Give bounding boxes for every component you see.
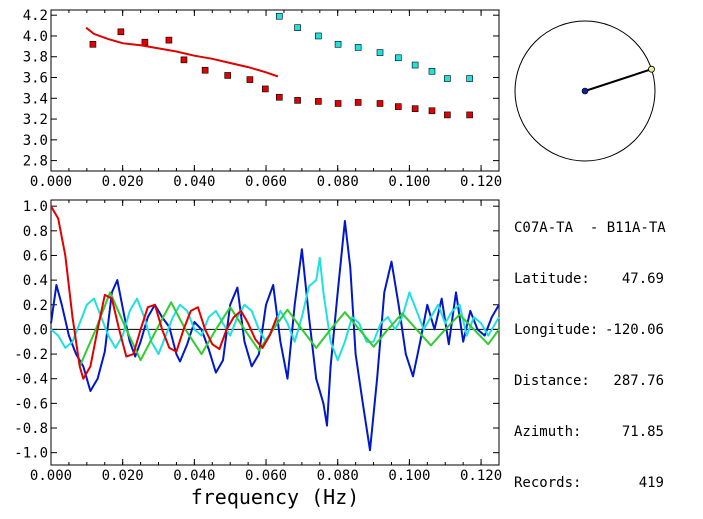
blue-correlation-curve <box>50 220 500 452</box>
x-axis-label: frequency (Hz) <box>191 485 360 509</box>
red-velocity-point <box>354 99 362 106</box>
red-velocity-point <box>394 103 402 110</box>
cyan-velocity-point <box>276 12 283 20</box>
station-info: C07A-TA - B11A-TA Latitude: 47.69 Longit… <box>514 186 666 509</box>
station-pair: C07A-TA - B11A-TA <box>514 220 666 236</box>
x-tick-label: 0.080 <box>317 468 359 484</box>
red-velocity-point <box>246 76 254 83</box>
y-tick-label: 3.0 <box>23 133 48 149</box>
cyan-velocity-point <box>411 61 419 69</box>
red-velocity-point <box>334 100 342 107</box>
x-tick-label: 0.000 <box>30 468 72 484</box>
x-tick-label: 0.020 <box>102 468 144 484</box>
x-tick-label: 0.100 <box>388 174 430 190</box>
red-velocity-point <box>224 72 231 79</box>
plot-frame <box>50 9 500 172</box>
cyan-velocity-point <box>315 32 322 40</box>
info-value: 419 <box>638 475 664 491</box>
y-tick-label: 0.6 <box>23 248 48 264</box>
info-label: Records: <box>514 475 582 491</box>
y-tick-label: 1.0 <box>23 199 48 215</box>
x-tick-label: 0.120 <box>460 174 502 190</box>
y-tick-label: 0.2 <box>23 298 48 314</box>
y-tick-label: 3.8 <box>23 50 48 66</box>
info-row-azimuth: Azimuth: 71.85 <box>514 424 664 441</box>
cyan-velocity-point <box>354 44 362 51</box>
x-tick-label: 0.120 <box>460 468 502 484</box>
red-velocity-point <box>315 98 322 105</box>
azimuth-needle <box>584 68 652 92</box>
red-velocity-point <box>276 93 283 101</box>
azimuth-dial <box>514 20 656 162</box>
cyan-velocity-point <box>334 40 342 48</box>
cyan-velocity-point <box>428 67 436 75</box>
y-tick-label: 0.4 <box>23 273 48 289</box>
y-tick-label: 0.0 <box>23 322 48 338</box>
cyan-velocity-point <box>466 75 473 82</box>
x-tick-label: 0.000 <box>30 174 72 190</box>
red-velocity-point <box>89 40 97 48</box>
y-tick-label: -0.8 <box>14 421 48 437</box>
red-velocity-point <box>141 38 149 46</box>
station-b-dot <box>648 65 655 73</box>
red-velocity-point <box>466 111 473 119</box>
y-tick-label: -0.2 <box>14 347 48 363</box>
red-velocity-point <box>294 97 301 104</box>
red-velocity-point <box>180 56 188 64</box>
info-value: 71.85 <box>621 424 664 440</box>
x-tick-label: 0.040 <box>173 174 215 190</box>
cyan-velocity-point <box>294 24 301 31</box>
red-correlation-curve <box>50 205 278 380</box>
info-row-longitude: Longitude: -120.06 <box>514 322 664 339</box>
y-tick-label: -1.0 <box>14 446 48 462</box>
red-velocity-point <box>411 105 419 112</box>
y-tick-label: 3.6 <box>23 71 48 87</box>
info-value: 47.69 <box>621 271 664 287</box>
x-tick-label: 0.020 <box>102 174 144 190</box>
info-row-latitude: Latitude: 47.69 <box>514 271 664 288</box>
y-tick-label: 4.0 <box>23 29 48 45</box>
y-tick-label: 4.2 <box>23 8 48 24</box>
red-velocity-point <box>117 28 125 36</box>
green-correlation-curve <box>78 291 500 367</box>
y-tick-label: -0.4 <box>14 372 48 388</box>
plot-frame <box>50 199 500 466</box>
info-value: -120.06 <box>604 322 664 338</box>
red-velocity-point <box>444 111 451 119</box>
cyan-correlation-curve <box>50 256 500 362</box>
y-tick-label: 3.4 <box>23 91 48 107</box>
red-dispersion-curve <box>85 26 279 78</box>
x-tick-label: 0.040 <box>173 468 215 484</box>
red-velocity-point <box>376 100 384 107</box>
info-row-records: Records: 419 <box>514 475 664 492</box>
y-tick-label: 2.8 <box>23 154 48 170</box>
cyan-velocity-point <box>376 49 384 56</box>
info-label: Longitude: <box>514 322 599 338</box>
y-tick-label: 0.8 <box>23 224 48 240</box>
x-tick-label: 0.080 <box>317 174 359 190</box>
x-tick-label: 0.060 <box>245 174 287 190</box>
x-tick-label: 0.060 <box>245 468 287 484</box>
info-value: 287.76 <box>613 373 664 389</box>
red-velocity-point <box>165 36 173 44</box>
dispersion-plot: 0.000 0.020 0.040 0.060 0.080 0.100 0.120 2.8 3.… <box>23 8 502 190</box>
info-row-distance: Distance: 287.76 <box>514 373 664 390</box>
station-a-dot <box>581 87 589 95</box>
x-tick-label: 0.100 <box>388 468 430 484</box>
y-tick-label: 3.2 <box>23 112 48 128</box>
red-velocity-point <box>428 107 436 115</box>
azimuth-circle <box>514 20 656 162</box>
red-velocity-point <box>262 85 269 93</box>
red-velocity-point <box>201 66 209 74</box>
cyan-velocity-point <box>394 54 402 62</box>
info-label: Azimuth: <box>514 424 582 440</box>
info-label: Distance: <box>514 373 590 389</box>
y-tick-label: -0.6 <box>14 396 48 412</box>
cyan-velocity-point <box>444 75 451 82</box>
info-label: Latitude: <box>514 271 590 287</box>
correlation-plot: 0.000 0.020 0.040 0.060 0.080 0.100 0.120 -1.0 -… <box>14 199 502 484</box>
